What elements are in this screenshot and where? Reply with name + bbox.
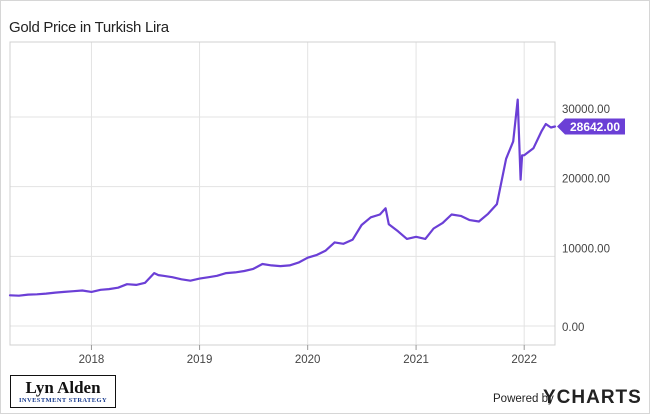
y-axis-tick-labels: 0.00 10000.00 20000.00 30000.00 — [562, 104, 610, 334]
x-tick-label: 2019 — [187, 354, 213, 366]
series-lines — [8, 98, 557, 297]
x-tick-label: 2020 — [295, 354, 321, 366]
chart-title: Gold Price in Turkish Lira — [9, 19, 169, 36]
gold-price-line — [8, 98, 557, 297]
y-tick-label: 0.00 — [562, 322, 584, 334]
last-value-label: 28642.00 — [570, 120, 620, 134]
last-value-badge: 28642.00 — [557, 118, 625, 135]
badge-shape — [557, 118, 625, 135]
axes — [9, 41, 556, 350]
x-tick-label: 2018 — [79, 354, 105, 366]
logo-name: Lyn Alden — [25, 378, 101, 397]
y-tick-label: 30000.00 — [562, 104, 610, 116]
y-tick-label: 10000.00 — [562, 243, 610, 255]
gridlines — [10, 42, 555, 345]
ycharts-brand: YCHARTS — [543, 387, 642, 408]
logo-tagline: INVESTMENT STRATEGY — [18, 397, 108, 404]
y-tick-label: 20000.00 — [562, 174, 610, 186]
x-tick-label: 2022 — [511, 354, 537, 366]
powered-by-text: Powered by — [493, 393, 554, 405]
x-tick-label: 2021 — [403, 354, 429, 366]
plot-area — [9, 41, 556, 346]
lyn-alden-logo: Lyn Alden INVESTMENT STRATEGY — [10, 375, 116, 408]
x-axis-tick-labels: 2018 2019 2020 2021 2022 — [79, 354, 537, 366]
